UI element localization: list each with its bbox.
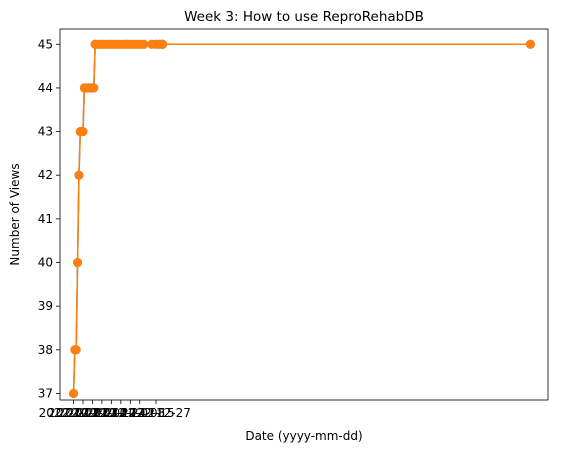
y-tick-label: 41 xyxy=(38,212,53,226)
data-point xyxy=(139,39,149,49)
y-tick-label: 40 xyxy=(38,256,53,270)
x-tick-label: 2022-11-10 xyxy=(58,406,128,420)
y-tick-label: 37 xyxy=(38,386,53,400)
x-tick-label: 2022-12-01 xyxy=(86,406,156,420)
chart-title: Week 3: How to use ReproRehabDB xyxy=(184,9,424,25)
x-tick-label: 2022-12-15 xyxy=(105,406,175,420)
series-2 xyxy=(69,39,535,398)
data-point xyxy=(78,127,88,137)
data-point xyxy=(71,345,81,355)
y-tick-label: 39 xyxy=(38,299,53,313)
y-tick-label: 44 xyxy=(38,81,53,95)
plot-frame xyxy=(59,28,549,401)
y-tick-label: 43 xyxy=(38,125,53,139)
x-tick-label: 2022-11-17 xyxy=(67,406,137,420)
x-tick-label: 2022-11-03 xyxy=(48,406,118,420)
data-point xyxy=(69,388,79,398)
x-tick-label: 2022-11-24 xyxy=(76,406,146,420)
x-tick-label: 2022-12-27 xyxy=(121,406,191,420)
y-tick-label: 38 xyxy=(38,343,53,357)
x-tick-label: 2022-12-08 xyxy=(95,406,165,420)
axes-layer: 37 38 39 40 41 42 43 44 45 2022-10-272022-11-0320… xyxy=(38,37,191,420)
x-axis-label: Date (yyyy-mm-dd) xyxy=(245,429,362,443)
y-tick-label: 42 xyxy=(38,168,53,182)
series-layer xyxy=(69,39,535,398)
y-axis-label: Number of Views xyxy=(8,163,22,265)
y-tick-label: 45 xyxy=(38,37,53,51)
plot-area xyxy=(60,29,548,400)
data-point xyxy=(89,83,99,93)
x-tick-label: 2022-10-27 xyxy=(39,406,109,420)
data-point xyxy=(158,39,168,49)
data-point xyxy=(74,170,84,180)
data-point xyxy=(525,39,535,49)
data-point xyxy=(73,258,83,268)
